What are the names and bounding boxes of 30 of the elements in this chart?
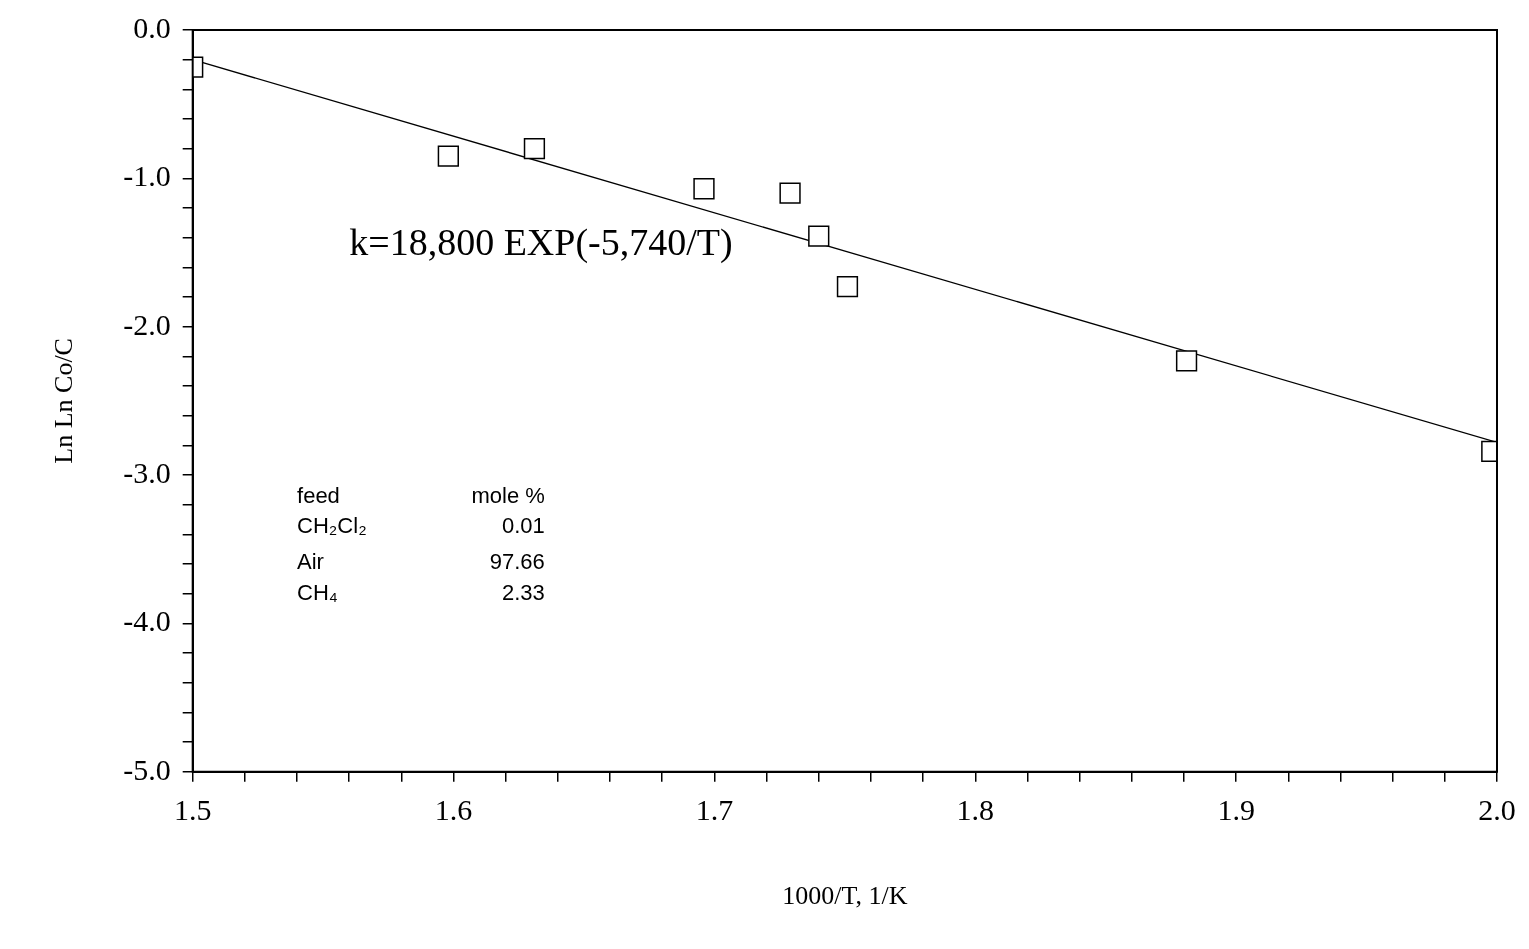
y-axis-title: Ln Ln Co/C bbox=[49, 338, 79, 464]
x-tick-label: 1.9 bbox=[1217, 792, 1255, 826]
point bbox=[836, 276, 859, 298]
point bbox=[523, 138, 546, 160]
y-tick-label: -5.0 bbox=[123, 752, 171, 786]
x-tick-label: 2.0 bbox=[1478, 792, 1516, 826]
y-tick-label: 0.0 bbox=[133, 10, 171, 44]
x-axis-title: 1000/T, 1/K bbox=[782, 881, 908, 911]
point bbox=[1175, 350, 1198, 372]
y-tick-label: -4.0 bbox=[123, 604, 171, 638]
point bbox=[693, 178, 715, 200]
annotation: feed bbox=[297, 483, 340, 509]
annotation: 2.33 bbox=[502, 579, 545, 605]
x-tick-label: 1.8 bbox=[956, 792, 995, 826]
annotation: k=18,800 EXP(-5,740/T) bbox=[349, 221, 733, 265]
point bbox=[779, 182, 801, 204]
y-tick-label: -2.0 bbox=[123, 307, 171, 341]
y-tick-label: -1.0 bbox=[123, 159, 171, 193]
annotation: mole % bbox=[471, 483, 545, 509]
y-tick-label: -3.0 bbox=[123, 455, 171, 489]
point bbox=[808, 225, 830, 247]
point bbox=[437, 145, 459, 167]
annotation: CH₄ bbox=[297, 579, 338, 605]
x-tick-label: 1.7 bbox=[695, 792, 734, 826]
x-tick-label: 1.6 bbox=[434, 792, 473, 826]
x-tick-label: 1.5 bbox=[173, 792, 212, 826]
annotation: CH₂Cl₂ bbox=[297, 513, 367, 539]
annotation: Air bbox=[297, 548, 324, 574]
annotation: 97.66 bbox=[489, 548, 545, 574]
annotation: 0.01 bbox=[502, 513, 545, 539]
